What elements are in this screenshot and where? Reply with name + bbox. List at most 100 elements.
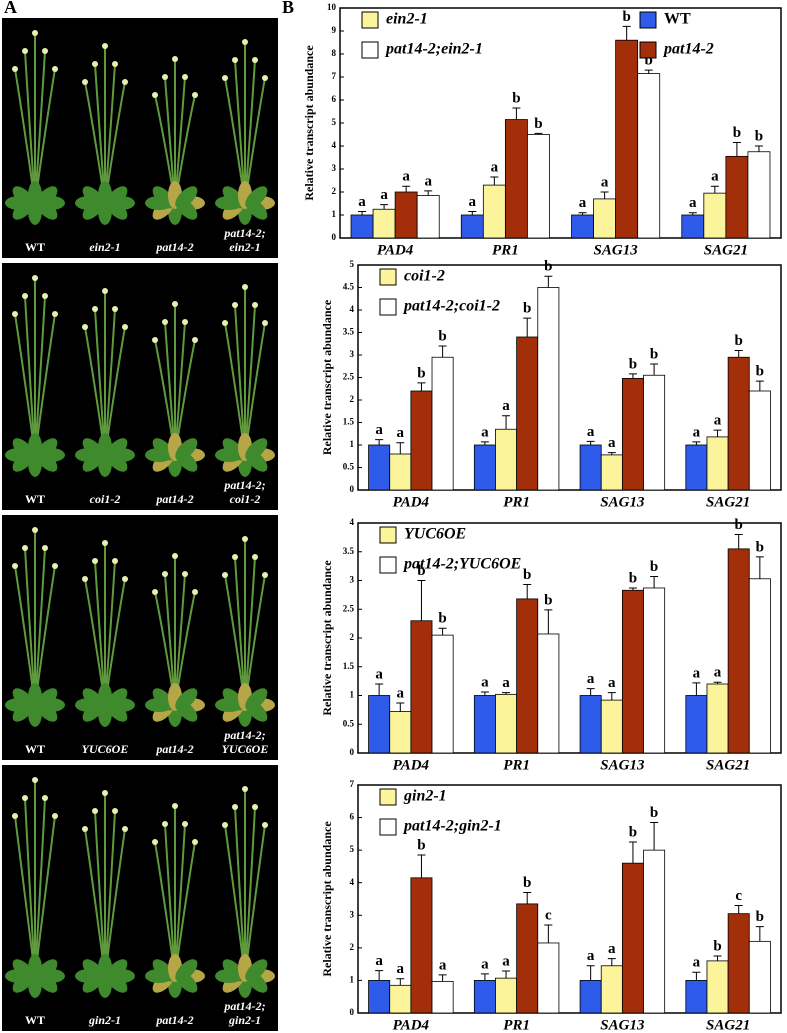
significance-label: b [629, 570, 637, 586]
error-bar [644, 69, 653, 74]
photo-label: pat14-2 [155, 1013, 193, 1027]
plant-flower [242, 536, 248, 542]
plant-flower [92, 306, 98, 312]
plant-flower [12, 563, 18, 569]
bar [600, 965, 623, 1014]
error-bar [586, 688, 595, 696]
significance-label: a [693, 424, 701, 440]
plant-flower [102, 790, 108, 796]
error-bar [622, 25, 631, 41]
y-tick-label: 3 [350, 575, 355, 585]
plant-leaf [175, 688, 198, 711]
plant-flower [192, 92, 198, 98]
significance-label: a [689, 195, 697, 211]
legend-swatch [379, 526, 397, 544]
significance-label: b [756, 364, 764, 380]
bar [516, 598, 539, 754]
plant-flower [102, 540, 108, 546]
y-axis-label: Relative transcript abundance [320, 299, 334, 455]
x-tick-label: SAG13 [600, 494, 645, 510]
error-bar [755, 556, 764, 579]
y-tick-label: 0 [332, 232, 337, 242]
legend-swatch [639, 11, 657, 29]
error-bar [375, 683, 384, 696]
bar [516, 903, 539, 1014]
plant-flower [162, 821, 168, 827]
plant-leaf [245, 688, 268, 711]
bar [748, 940, 771, 1014]
x-tick-label: PAD4 [393, 757, 430, 773]
plant-flower [152, 839, 158, 845]
bar [410, 877, 433, 1014]
significance-label: a [587, 424, 595, 440]
y-tick-label: 0.5 [343, 462, 355, 472]
legend-swatch [379, 268, 397, 286]
plant-flower [112, 61, 118, 67]
photo-panel [2, 515, 278, 760]
y-tick-label: 4 [332, 140, 337, 150]
plant-flower [152, 337, 158, 343]
y-tick-label: 2 [350, 632, 355, 642]
significance-label: b [438, 611, 446, 627]
plant-stem [244, 806, 256, 977]
y-tick-label: 5 [350, 259, 355, 269]
error-bar [523, 891, 532, 904]
significance-label: a [375, 953, 383, 969]
plant-flower [172, 301, 178, 307]
legend-swatch [361, 11, 379, 29]
legend-swatch [379, 818, 397, 836]
significance-label: b [534, 116, 542, 132]
plant-stem [234, 806, 246, 977]
bar [621, 377, 644, 491]
plant-flower [192, 589, 198, 595]
error-bar [438, 345, 447, 358]
bar [368, 444, 391, 491]
significance-label: b [512, 90, 520, 106]
y-tick-label: 2.5 [343, 372, 355, 382]
bar [748, 390, 771, 491]
significance-label: b [417, 365, 425, 381]
significance-label: c [735, 888, 742, 904]
x-tick-label: PR1 [492, 242, 519, 258]
bar [643, 374, 666, 491]
plant-leaf [35, 959, 58, 982]
error-bar [396, 702, 405, 712]
photo-label: YUC6OE [222, 742, 269, 756]
photo-panel [2, 263, 278, 510]
bar [725, 155, 749, 239]
y-tick-label: 1 [332, 209, 337, 219]
significance-label: b [629, 356, 637, 372]
y-tick-label: 3 [350, 909, 355, 919]
bar [637, 73, 661, 239]
plant-leaf [175, 186, 198, 209]
error-bar [692, 682, 701, 696]
photo-label: WT [25, 742, 45, 756]
x-tick-label: SAG13 [600, 757, 645, 773]
plant-flower [222, 572, 228, 578]
plant-flower [82, 324, 88, 330]
plant-flower [182, 821, 188, 827]
photo-label: WT [25, 240, 45, 254]
error-bar [607, 692, 616, 701]
error-bar [502, 970, 511, 979]
plant-flower [112, 558, 118, 564]
plant-flower [222, 320, 228, 326]
significance-label: a [579, 195, 587, 211]
plant-flower [232, 57, 238, 63]
plant-stem [34, 815, 56, 977]
y-tick-label: 7 [350, 779, 355, 789]
bar [685, 444, 708, 491]
y-tick-label: 3 [332, 163, 337, 173]
photo-label: pat14-2; [223, 728, 265, 742]
legend-swatch [639, 41, 657, 59]
panel-label: B [282, 0, 294, 17]
plant-flower [112, 306, 118, 312]
bar [727, 913, 750, 1014]
bar [600, 699, 623, 754]
bar [643, 849, 666, 1014]
photo-label: pat14-2 [155, 492, 193, 506]
plant-flower [32, 30, 38, 36]
significance-label: a [502, 953, 510, 969]
plant-flower [52, 66, 58, 72]
legend-label: YUC6OE [404, 526, 466, 543]
